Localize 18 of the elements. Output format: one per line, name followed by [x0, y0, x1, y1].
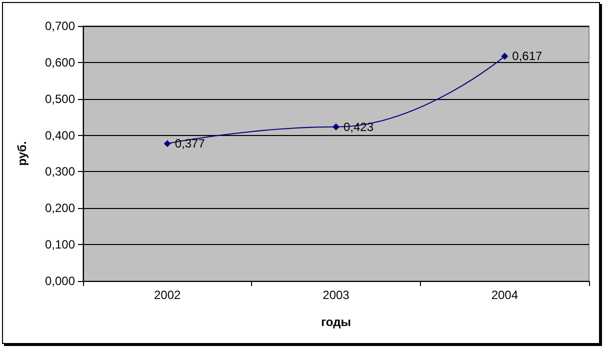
y-tick-label: 0,200 — [44, 201, 76, 216]
y-axis-title: руб. — [15, 141, 29, 166]
y-tick-label: 0,100 — [44, 238, 76, 252]
point — [501, 52, 508, 60]
y-tick-label: 0,000 — [44, 274, 76, 288]
y-tick-label: 0,400 — [44, 128, 76, 142]
y-tick-label: 0,700 — [44, 19, 76, 33]
y-tick-label: 0,500 — [44, 92, 76, 106]
data-label: 0,377 — [174, 136, 206, 151]
y-tick-label: 0,300 — [44, 164, 76, 179]
x-tick-label: 2002 — [154, 288, 182, 302]
x-tick-label: 2004 — [491, 288, 518, 302]
point — [332, 123, 340, 130]
x-tick-label: 2003 — [322, 288, 350, 302]
point — [164, 140, 171, 148]
x-axis-title: годы — [321, 315, 351, 329]
y-tick-label: 0,600 — [44, 55, 76, 70]
data-label: 0,617 — [512, 49, 543, 64]
